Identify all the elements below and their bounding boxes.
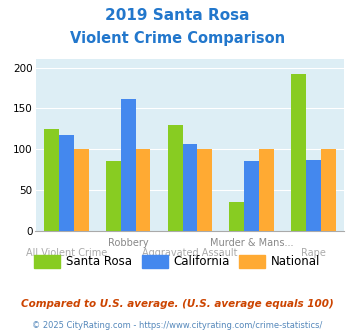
Bar bbox=[244, 161, 259, 231]
Bar bbox=[74, 149, 89, 231]
Bar bbox=[182, 144, 197, 231]
Text: Murder & Mans...: Murder & Mans... bbox=[210, 238, 294, 248]
Bar bbox=[59, 135, 74, 231]
Bar bbox=[197, 149, 212, 231]
Text: Aggravated Assault: Aggravated Assault bbox=[142, 248, 238, 258]
Text: Violent Crime Comparison: Violent Crime Comparison bbox=[70, 31, 285, 46]
Text: Rape: Rape bbox=[301, 248, 326, 258]
Bar bbox=[121, 99, 136, 231]
Bar bbox=[168, 125, 182, 231]
Bar bbox=[259, 149, 274, 231]
Bar bbox=[291, 74, 306, 231]
Bar bbox=[106, 161, 121, 231]
Bar bbox=[136, 149, 151, 231]
Text: All Violent Crime: All Violent Crime bbox=[26, 248, 107, 258]
Legend: Santa Rosa, California, National: Santa Rosa, California, National bbox=[30, 250, 325, 273]
Text: Compared to U.S. average. (U.S. average equals 100): Compared to U.S. average. (U.S. average … bbox=[21, 299, 334, 309]
Text: © 2025 CityRating.com - https://www.cityrating.com/crime-statistics/: © 2025 CityRating.com - https://www.city… bbox=[32, 321, 323, 330]
Bar bbox=[321, 149, 336, 231]
Text: 2019 Santa Rosa: 2019 Santa Rosa bbox=[105, 8, 250, 23]
Bar bbox=[306, 160, 321, 231]
Bar bbox=[229, 202, 244, 231]
Bar bbox=[44, 129, 59, 231]
Text: Robbery: Robbery bbox=[108, 238, 148, 248]
